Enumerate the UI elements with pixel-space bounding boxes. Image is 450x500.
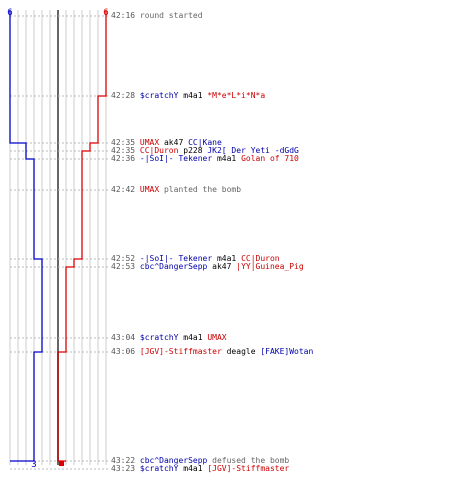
event-row: 43:23 $cratchY m4a1 [JGV]-Stiffmaster [111,464,289,473]
ct-alive-line [57,10,107,462]
event-text: m4a1 [178,333,208,342]
event-time: 42:28 [111,91,140,100]
event-text: m4a1 [178,464,208,473]
event-text: UMAX [139,185,160,194]
event-time: 43:22 [111,456,140,465]
event-row: 42:16 round started [111,11,203,20]
event-text: ak47 [207,262,237,271]
event-row: 43:22 cbc^DangerSepp defused the bomb [111,456,289,465]
event-time: 42:53 [111,262,140,271]
event-text: UMAX [139,138,160,147]
event-text: CC|Kane [188,138,222,147]
event-text: [FAKE]Wotan [260,347,314,356]
event-text: p228 [178,146,208,155]
event-row: 42:42 UMAX planted the bomb [111,185,241,194]
event-time: 42:35 [111,138,140,147]
event-text: m4a1 [212,254,242,263]
event-time: 42:35 [111,146,140,155]
t-end-count: 3 [31,460,36,470]
event-text: [JGV]-Stiffmaster [207,464,290,473]
event-text: m4a1 [178,91,208,100]
event-text: CC|Duron [241,254,280,263]
event-text: |YY|Guinea_Pig [236,262,304,271]
event-row: 42:35 CC|Duron p228 JK2[ Der Yeti -dGdG [111,146,299,155]
event-row: 42:52 -|SoI|- Tekener m4a1 CC|Duron [111,254,280,263]
event-text: UMAX [207,333,227,342]
event-time: 43:23 [111,464,140,473]
event-row: 43:04 $cratchY m4a1 UMAX [111,333,227,342]
event-row: 43:06 [JGV]-Stiffmaster deagle [FAKE]Wot… [111,347,313,356]
event-text: deagle [221,347,261,356]
event-time: 42:42 [111,185,140,194]
event-text: m4a1 [212,154,242,163]
event-text: Golan of 710 [241,154,299,163]
event-time: 43:04 [111,333,140,342]
ct-end-marker [59,461,64,466]
event-text: cbc^DangerSepp [139,262,208,271]
event-row: 42:36 -|SoI|- Tekener m4a1 Golan of 710 [111,154,299,163]
event-text: -|SoI|- Tekener [139,154,213,163]
event-text: planted the bomb [159,185,242,194]
event-row: 42:28 $cratchY m4a1 *M*e*L*i*N*a [111,91,265,100]
event-time: 42:52 [111,254,140,263]
ct-start-count: 6 [103,8,108,18]
event-text: *M*e*L*i*N*a [207,91,266,100]
event-time: 42:36 [111,154,140,163]
event-text: -|SoI|- Tekener [139,254,213,263]
event-text: $cratchY [139,91,179,100]
event-time: 42:16 [111,11,140,20]
event-row: 42:53 cbc^DangerSepp ak47 |YY|Guinea_Pig [111,262,304,271]
event-text: round started [139,11,203,20]
t-start-count: 6 [7,8,12,18]
event-text: CC|Duron [139,146,179,155]
event-text: ak47 [159,138,189,147]
event-text: $cratchY [139,464,179,473]
event-time: 43:06 [111,347,140,356]
t-alive-line [9,10,43,462]
event-text: cbc^DangerSepp [139,456,208,465]
event-text: [JGV]-Stiffmaster [139,347,222,356]
event-row: 42:35 UMAX ak47 CC|Kane [111,138,222,147]
event-text: $cratchY [139,333,179,342]
event-text: JK2[ Der Yeti -dGdG [207,146,299,155]
event-text: defused the bomb [207,456,290,465]
